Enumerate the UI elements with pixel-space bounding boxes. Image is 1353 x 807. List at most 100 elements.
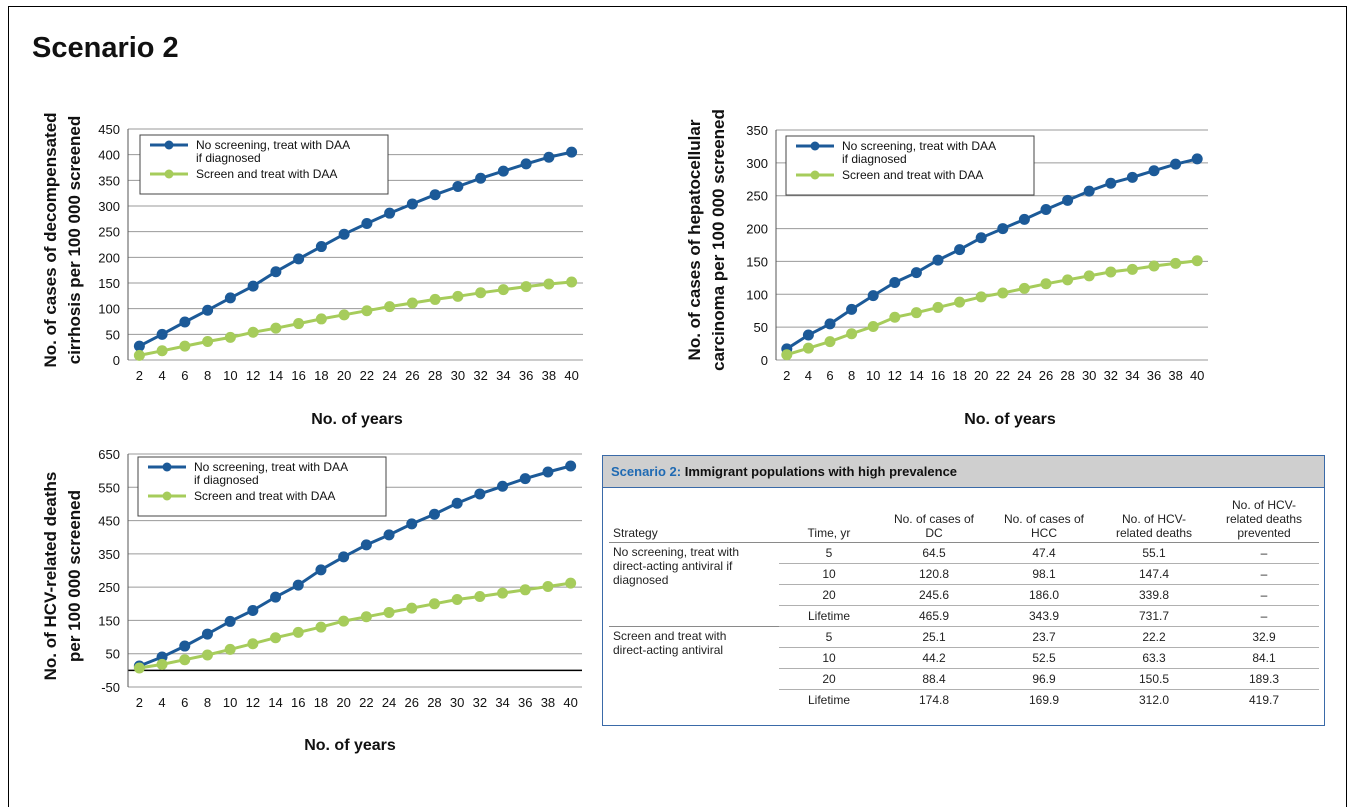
data-point: [802, 329, 814, 341]
legend-label: Screen and treat with DAA: [196, 167, 337, 181]
results-table-panel: Scenario 2: Immigrant populations with h…: [602, 455, 1325, 726]
data-point: [383, 529, 395, 541]
legend-swatch-marker: [164, 169, 174, 179]
table-cell: 186.0: [989, 584, 1099, 606]
chart-hcv-related-deaths: -50 50 150 250 350 450 550 650 2 4 6 8 10 12 14 16 18 20 2…: [41, 447, 582, 754]
x-tick-label: 18: [952, 368, 966, 383]
x-tick-label: 34: [496, 368, 510, 383]
y-tick-label: 350: [98, 173, 120, 188]
table-column-header: No. of HCV-related deaths: [1099, 496, 1209, 543]
x-tick-label: 4: [159, 368, 166, 383]
data-point: [497, 587, 509, 599]
x-tick-label: 26: [1039, 368, 1053, 383]
x-tick-label: 10: [223, 368, 237, 383]
x-tick-label: 30: [1082, 368, 1096, 383]
table-cell: 84.1: [1209, 647, 1319, 669]
data-point: [1083, 270, 1095, 282]
data-point: [338, 615, 350, 627]
data-point: [1040, 204, 1052, 216]
data-point: [932, 301, 944, 313]
y-tick-label: 450: [98, 122, 120, 137]
x-tick-label: 18: [314, 695, 328, 710]
table-title: Immigrant populations with high prevalen…: [684, 464, 958, 479]
data-point: [133, 662, 145, 674]
y-axis-label: No. of cases of hepatocellular: [685, 119, 704, 360]
legend-swatch-marker: [164, 140, 174, 150]
x-tick-label: 28: [1060, 368, 1074, 383]
table-cell: 23.7: [989, 626, 1099, 648]
data-point: [384, 301, 396, 313]
x-tick-label: 40: [1190, 368, 1204, 383]
table-cell: 419.7: [1248, 693, 1280, 707]
x-tick-label: 28: [427, 695, 441, 710]
table-header: Scenario 2: Immigrant populations with h…: [603, 456, 1324, 488]
data-point: [824, 336, 836, 348]
y-tick-label: 350: [746, 123, 768, 138]
table-cell: 10: [779, 563, 879, 585]
data-point: [889, 276, 901, 288]
y-tick-label: 350: [98, 547, 120, 562]
data-point: [474, 590, 486, 602]
y-axis-label: No. of cases of decompensated: [41, 112, 60, 367]
table-column-header: Strategy: [609, 496, 779, 543]
data-point: [202, 336, 214, 348]
data-point: [247, 326, 259, 338]
data-point: [133, 340, 145, 352]
table-cell: 312.0: [1138, 693, 1170, 707]
data-point: [224, 292, 236, 304]
legend-swatch-marker: [810, 141, 820, 151]
data-point: [889, 311, 901, 323]
data-point: [997, 287, 1009, 299]
data-point: [428, 598, 440, 610]
table-row: No screening, treat with direct-acting an…: [609, 542, 1319, 587]
x-tick-label: 8: [204, 368, 211, 383]
data-point: [542, 466, 554, 478]
table-column-header: No. of HCV-related deaths prevented: [1209, 496, 1319, 543]
x-tick-label: 20: [337, 368, 351, 383]
data-point: [292, 626, 304, 638]
data-point: [997, 223, 1009, 235]
data-point: [179, 640, 191, 652]
x-tick-label: 40: [563, 695, 577, 710]
y-tick-label: 200: [98, 250, 120, 265]
figure-title: Scenario 2: [32, 32, 179, 64]
table-cell: 150.5: [1099, 668, 1209, 690]
y-tick-label: -50: [101, 680, 120, 695]
table-cell: –: [1209, 542, 1319, 564]
x-tick-label: 36: [518, 695, 532, 710]
table-row: Screen and treat with direct-acting antiv…: [609, 626, 1319, 710]
data-point: [1170, 257, 1182, 269]
data-point: [156, 328, 168, 340]
y-tick-label: 250: [98, 580, 120, 595]
x-tick-label: 30: [450, 695, 464, 710]
data-point: [293, 318, 305, 330]
data-point: [383, 606, 395, 618]
table-header-row: Strategy Time, yr No. of cases of DC No. of …: [609, 496, 1319, 543]
data-point: [133, 349, 145, 361]
table-row: 10 120.8 98.1 147.4–: [609, 563, 1319, 585]
y-axis-label: per 100 000 screened: [65, 490, 84, 662]
data-point: [315, 313, 327, 325]
x-tick-label: 26: [405, 695, 419, 710]
data-point: [360, 539, 372, 551]
data-point: [201, 628, 213, 640]
table-body: No screening, treat with direct-acting an…: [609, 542, 1319, 710]
data-point: [1083, 185, 1095, 197]
x-tick-label: 40: [564, 368, 578, 383]
y-axis-label: cirrhosis per 100 000 screened: [65, 116, 84, 365]
data-point: [1126, 171, 1138, 183]
x-tick-label: 18: [314, 368, 328, 383]
data-point: [542, 580, 554, 592]
data-point: [179, 340, 191, 352]
table-cell: 88.4: [879, 668, 989, 690]
data-point: [1148, 165, 1160, 177]
x-tick-label: 34: [1125, 368, 1139, 383]
x-tick-label: 36: [1147, 368, 1161, 383]
data-point: [1018, 282, 1030, 294]
data-point: [1105, 177, 1117, 189]
x-tick-label: 6: [181, 695, 188, 710]
y-tick-label: 150: [98, 276, 120, 291]
table-cell: 25.1: [879, 626, 989, 648]
